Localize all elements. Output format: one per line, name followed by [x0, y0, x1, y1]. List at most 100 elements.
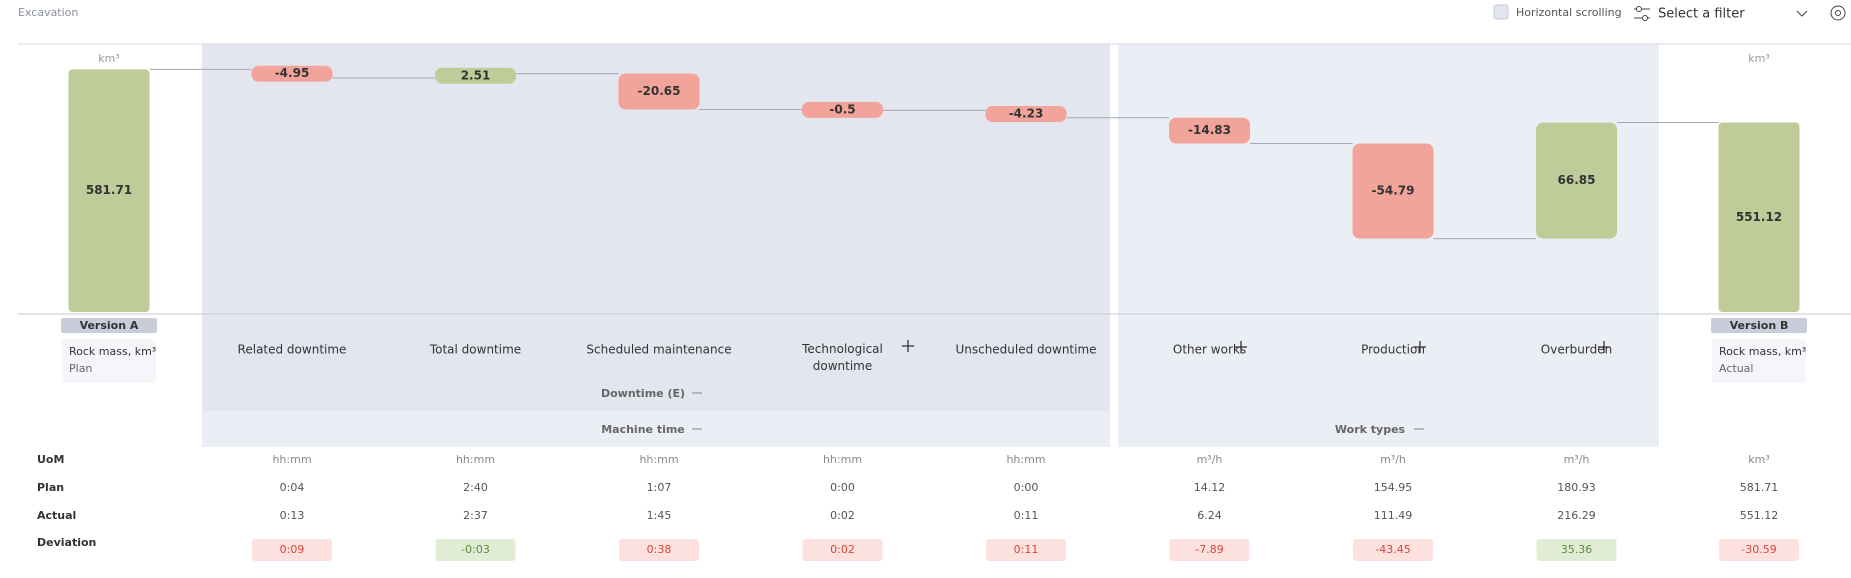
- filter-icon[interactable]: [1634, 6, 1650, 21]
- category-label: Scheduled maintenance: [586, 342, 732, 357]
- delta-bar: [1536, 122, 1617, 239]
- expand-icons[interactable]: [902, 340, 1610, 353]
- row-label: Deviation: [37, 536, 96, 549]
- bar-value: 66.85: [1558, 173, 1596, 187]
- bar-value: -20.65: [638, 84, 681, 98]
- table-cell: m³/h: [1564, 453, 1590, 466]
- deviation-value: 0:02: [830, 543, 855, 556]
- chevron[interactable]: [1796, 10, 1808, 17]
- table-cell: hh:mm: [272, 453, 311, 466]
- deviation-value: -7.89: [1195, 543, 1223, 556]
- table-cell: 216.29: [1557, 509, 1596, 522]
- legend-box: [62, 339, 156, 383]
- category-label: Total downtime: [429, 342, 522, 357]
- bar-value: -4.23: [1009, 107, 1044, 121]
- bar-value: -4.95: [275, 66, 310, 80]
- row-label: UoM: [37, 453, 64, 466]
- deviation-bg: [1536, 539, 1617, 561]
- bar-value: 581.71: [86, 183, 132, 197]
- category-label: Production: [1361, 342, 1425, 357]
- page-title: Excavation: [18, 6, 78, 19]
- table-cell: km³: [1748, 453, 1770, 466]
- deviation-value: -43.45: [1375, 543, 1410, 556]
- unit-label: km³: [98, 52, 120, 65]
- collapse-icons[interactable]: [692, 392, 1424, 430]
- delta-bar: [435, 67, 516, 84]
- bar-value: 551.12: [1736, 210, 1782, 224]
- deviation-value: 0:09: [280, 543, 305, 556]
- bar-value: 2.51: [461, 68, 491, 82]
- delta-bar: [1352, 143, 1434, 239]
- bar-value: -14.83: [1188, 123, 1231, 137]
- legend-title: Rock mass, km³: [69, 345, 156, 358]
- group-label: Work types: [1335, 423, 1406, 436]
- category-label: Other works: [1172, 342, 1247, 357]
- table-cell: 1:07: [647, 481, 672, 494]
- category-label: Technological downtime: [802, 342, 883, 373]
- row-label: Actual: [37, 509, 76, 522]
- table-cell: m³/h: [1380, 453, 1406, 466]
- table-cell: 0:13: [280, 509, 305, 522]
- bar-value: -54.79: [1372, 184, 1415, 198]
- table-cell: hh:mm: [456, 453, 495, 466]
- table-cell: 180.93: [1557, 481, 1596, 494]
- delta-bar: [802, 101, 883, 118]
- unit-label: km³: [1748, 52, 1770, 65]
- table-cell: 154.95: [1374, 481, 1413, 494]
- work-types-region: [1118, 44, 1659, 447]
- delta-bar: [618, 73, 700, 110]
- table-cell: hh:mm: [1006, 453, 1045, 466]
- table-cell: 2:40: [463, 481, 488, 494]
- deviation-value: -0:03: [461, 543, 490, 556]
- version-tag: Version A: [80, 319, 139, 332]
- category-label: Unscheduled downtime: [955, 342, 1097, 357]
- deviation-value: 0:11: [1014, 543, 1039, 556]
- group-label: Machine time: [601, 423, 685, 436]
- delta-bar: [985, 106, 1067, 123]
- machine-time-band: [202, 411, 1110, 447]
- filter-select[interactable]: Select a filter: [1658, 7, 1745, 22]
- table-cell: hh:mm: [639, 453, 678, 466]
- deviation-value: 0:38: [647, 543, 672, 556]
- table-cell: m³/h: [1197, 453, 1223, 466]
- table-cell: 551.12: [1740, 509, 1779, 522]
- deviation-bg: [802, 539, 883, 561]
- table-cell: 111.49: [1374, 509, 1413, 522]
- deviation-value: 35.36: [1561, 543, 1593, 556]
- table-cell: 0:04: [280, 481, 305, 494]
- legend-subtitle: Plan: [69, 362, 92, 375]
- version-tag: Version B: [1730, 319, 1789, 332]
- legend-title: Rock mass, km³: [1719, 345, 1806, 358]
- legend-box: [1712, 339, 1806, 383]
- table-cell: 581.71: [1740, 481, 1779, 494]
- table-cell: 2:37: [463, 509, 488, 522]
- version-tag-bg: [61, 318, 157, 333]
- version-tag-bg: [1711, 318, 1807, 333]
- deviation-bg: [1353, 539, 1433, 561]
- deviation-bg: [619, 539, 699, 561]
- table-cell: 6.24: [1197, 509, 1222, 522]
- row-label: Plan: [37, 481, 64, 494]
- total-bar: [1718, 122, 1800, 313]
- deviation-bg: [986, 539, 1066, 561]
- table-cell: 0:00: [1014, 481, 1039, 494]
- deviation-bg: [1719, 539, 1799, 561]
- delta-bar: [1169, 117, 1250, 144]
- legend-subtitle: Actual: [1719, 362, 1753, 375]
- table-cell: 0:11: [1014, 509, 1039, 522]
- category-label: Overburden: [1540, 342, 1613, 357]
- table-cell: 14.12: [1194, 481, 1226, 494]
- checkbox-label[interactable]: Horizontal scrolling: [1516, 6, 1622, 19]
- deviation-bg: [1169, 539, 1250, 561]
- bar-value: -0.5: [829, 102, 855, 116]
- group-label: Downtime (E): [601, 387, 685, 400]
- category-label: Related downtime: [237, 342, 347, 357]
- checkbox[interactable]: [1493, 4, 1509, 20]
- total-bar: [68, 69, 150, 312]
- table-cell: 0:00: [830, 481, 855, 494]
- settings-icon[interactable]: [1830, 5, 1846, 21]
- table-cell: 1:45: [647, 509, 672, 522]
- deviation-bg: [252, 539, 332, 561]
